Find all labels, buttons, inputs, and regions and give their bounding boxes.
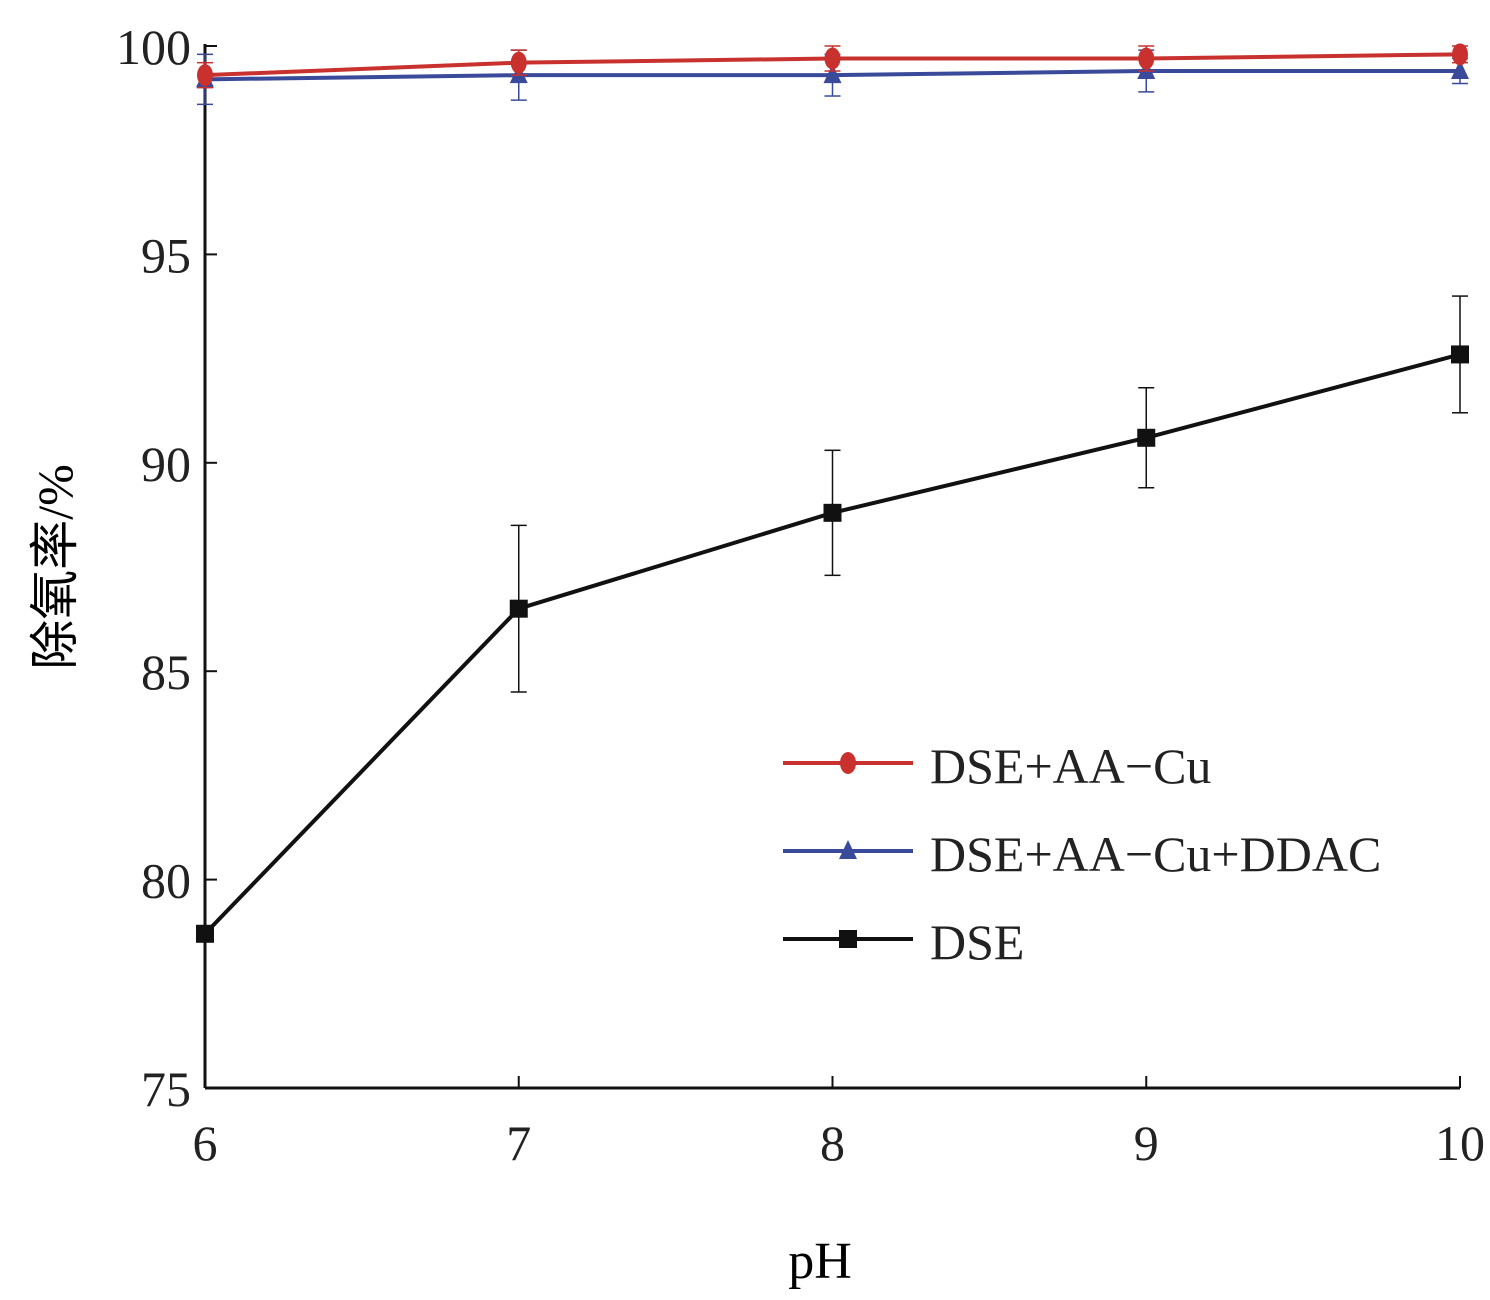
- x-tick-label: 6: [193, 1115, 218, 1171]
- series-group: [196, 43, 1469, 943]
- y-tick-label: 75: [141, 1061, 191, 1117]
- data-point: [823, 64, 842, 84]
- x-tick-label: 10: [1435, 1115, 1485, 1171]
- x-tick-label: 9: [1134, 1115, 1159, 1171]
- data-point: [196, 924, 214, 943]
- y-tick-label: 80: [141, 853, 191, 909]
- data-point: [510, 51, 527, 74]
- series-square: [196, 295, 1469, 943]
- legend-label: DSE+AA−Cu+DDAC: [930, 826, 1381, 882]
- data-point: [823, 503, 842, 522]
- data-point: [1137, 428, 1156, 447]
- data-point: [824, 47, 841, 70]
- data-point: [1452, 43, 1468, 66]
- y-axis-label: 除氧率/%: [27, 464, 83, 670]
- data-point: [1138, 47, 1155, 70]
- x-tick-label: 7: [506, 1115, 531, 1171]
- legend: DSE+AA−Cu DSE+AA−Cu+DDAC DSE: [783, 738, 1381, 970]
- legend-label: DSE: [930, 914, 1024, 970]
- y-tick-label: 100: [116, 19, 191, 75]
- y-tick-label: 90: [141, 436, 191, 492]
- data-point: [1451, 345, 1469, 364]
- legend-marker: [839, 930, 857, 948]
- data-point: [509, 599, 528, 618]
- data-point: [197, 64, 213, 87]
- x-tick-label: 8: [820, 1115, 845, 1171]
- x-axis-label: pH: [788, 1233, 852, 1290]
- y-tick-label: 85: [141, 644, 191, 700]
- data-point: [1451, 60, 1469, 80]
- axes: 75 80 85 90 95 100 6 7 8 9 10: [116, 19, 1485, 1171]
- y-tick-label: 95: [141, 227, 191, 283]
- series-circle: [197, 43, 1468, 89]
- legend-label: DSE+AA−Cu: [930, 738, 1211, 794]
- legend-marker: [840, 752, 856, 774]
- legend-marker: [839, 840, 857, 859]
